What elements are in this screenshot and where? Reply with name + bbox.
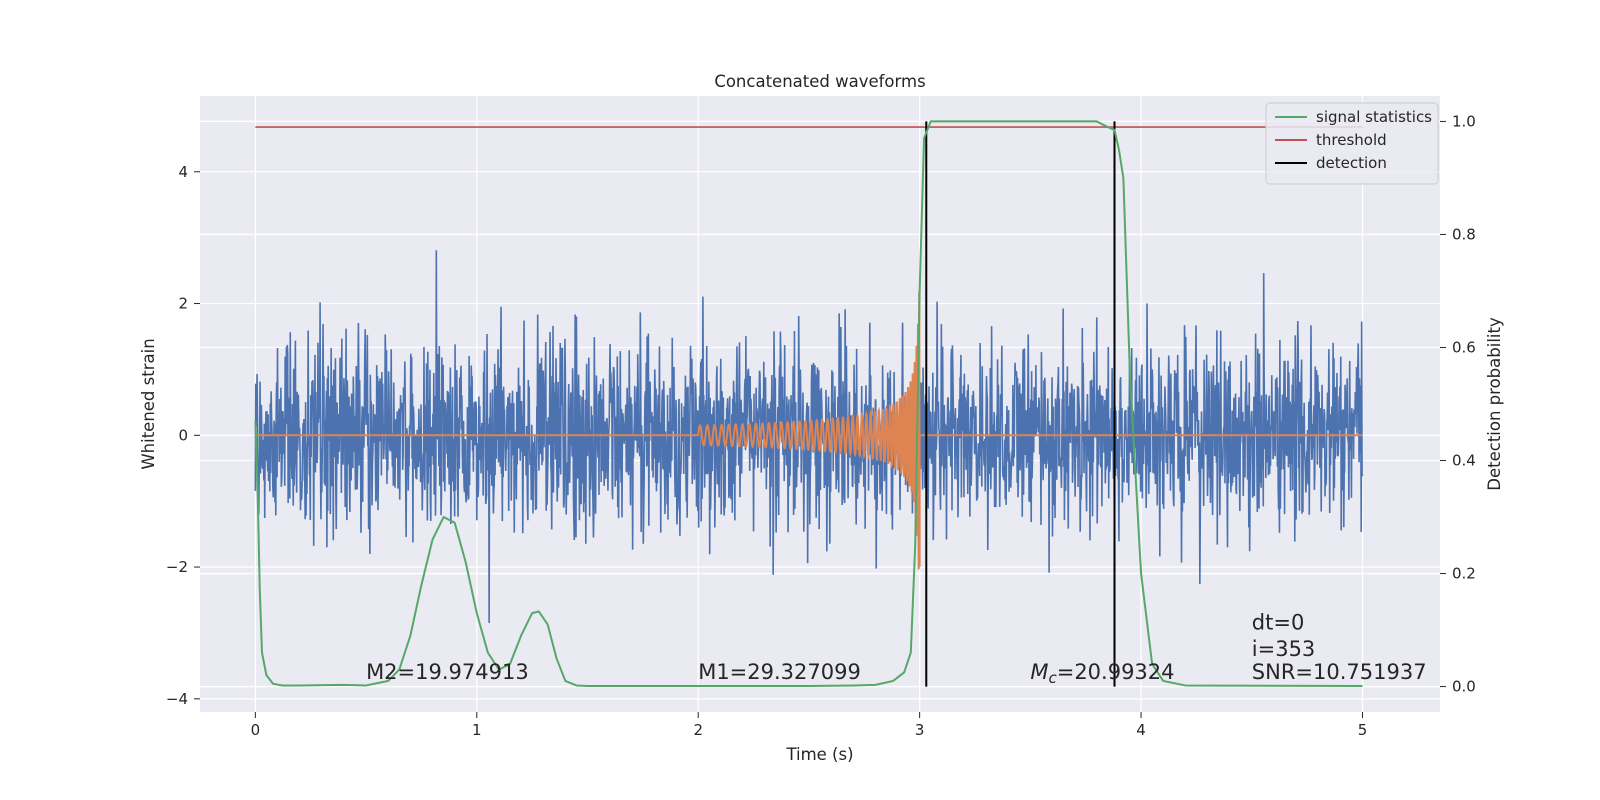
x-axis-label: Time (s) bbox=[785, 745, 853, 764]
annotation-text: SNR=10.751937 bbox=[1252, 660, 1427, 684]
waveform-series bbox=[255, 291, 1363, 570]
legend: signal statistics threshold detection bbox=[1265, 102, 1439, 185]
waveform-line bbox=[255, 291, 1363, 570]
annotation-text: i=353 bbox=[1252, 637, 1316, 661]
y2-tick-label: 1.0 bbox=[1452, 112, 1476, 130]
x-tick-label: 0 bbox=[251, 721, 261, 739]
annotation-text: M2=19.974913 bbox=[366, 660, 529, 684]
axes: 0 1 2 3 4 5 −4 −2 0 2 4 0.0 0.2 0.4 0.6 0.8 1.0 bbox=[166, 112, 1476, 739]
annotation-text: dt=0 bbox=[1252, 611, 1305, 635]
x-tick-label: 2 bbox=[693, 721, 703, 739]
signal-statistics-series bbox=[254, 120, 1363, 687]
y2-tick-label: 0.2 bbox=[1452, 565, 1476, 583]
x-tick-label: 4 bbox=[1136, 721, 1146, 739]
y-axis-label: Whitened strain bbox=[139, 338, 158, 469]
y2-tick-label: 0.6 bbox=[1452, 338, 1476, 356]
annotation-text: M1=29.327099 bbox=[698, 660, 861, 684]
x-tick-label: 5 bbox=[1358, 721, 1368, 739]
annotation-text: Mc=20.99324 bbox=[1030, 660, 1174, 687]
y-tick-label: 0 bbox=[178, 426, 188, 444]
annotations: M2=19.974913 M1=29.327099 Mc=20.99324 dt=0i… bbox=[366, 611, 1427, 687]
chart-title: Concatenated waveforms bbox=[714, 72, 925, 91]
x-tick-label: 1 bbox=[472, 721, 482, 739]
y-tick-label: −2 bbox=[166, 558, 188, 576]
y-tick-label: 2 bbox=[178, 295, 188, 313]
legend-label: threshold bbox=[1316, 131, 1387, 149]
legend-box bbox=[1265, 102, 1439, 185]
signal-statistics-line bbox=[254, 120, 1363, 687]
y-tick-label: −4 bbox=[166, 690, 188, 708]
y-tick-label: 4 bbox=[178, 163, 188, 181]
y2-tick-label: 0.4 bbox=[1452, 452, 1476, 470]
legend-label: detection bbox=[1316, 154, 1387, 172]
legend-label: signal statistics bbox=[1316, 108, 1432, 126]
y2-tick-label: 0.0 bbox=[1452, 678, 1476, 696]
y2-axis-label: Detection probability bbox=[1485, 317, 1504, 491]
noise-line bbox=[254, 250, 1364, 623]
detection-series bbox=[925, 121, 1116, 687]
noise-series bbox=[254, 250, 1364, 623]
x-tick-label: 3 bbox=[915, 721, 925, 739]
y2-tick-label: 0.8 bbox=[1452, 225, 1476, 243]
